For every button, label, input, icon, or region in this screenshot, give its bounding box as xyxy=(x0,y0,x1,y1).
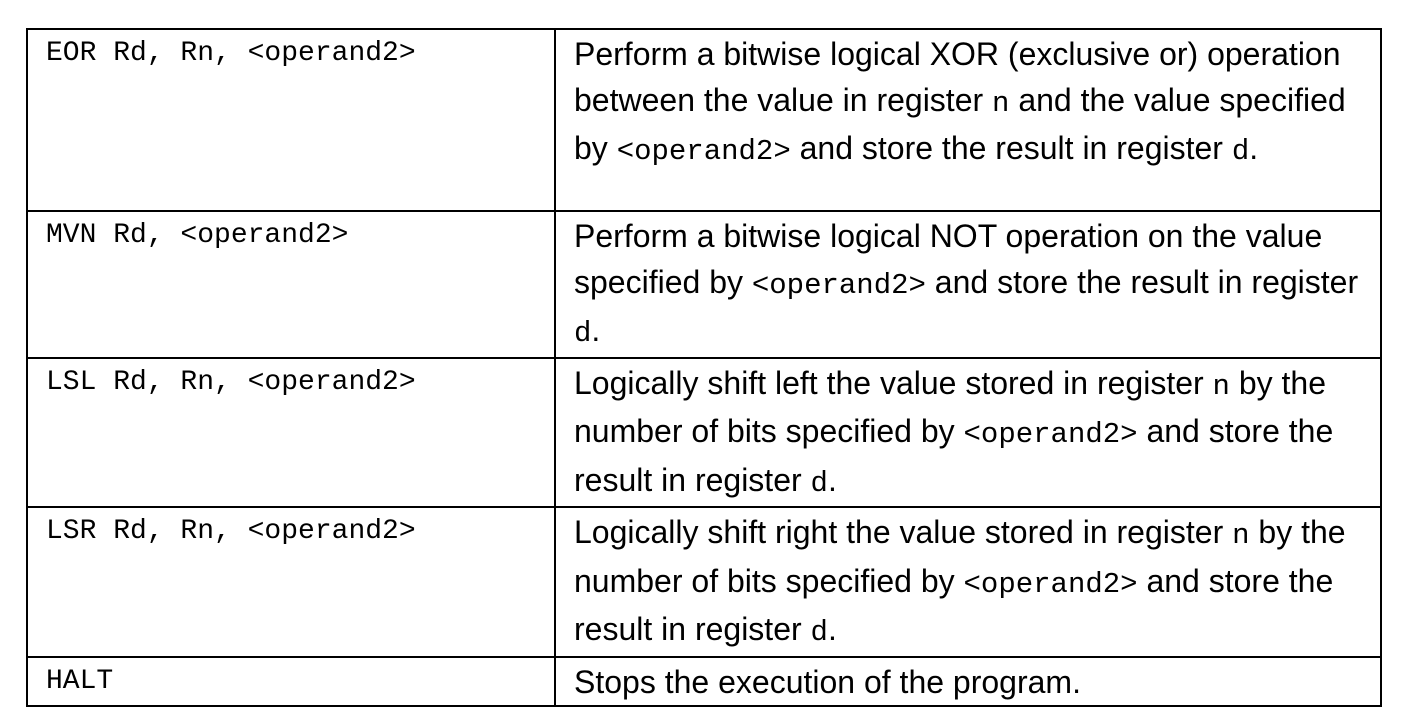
description-text: Stops the execution of the program. xyxy=(574,663,1081,700)
description-text: and store the result in register xyxy=(574,413,1334,498)
code-term: n xyxy=(992,86,1010,120)
description-text: Perform a bitwise logical XOR (exclusive… xyxy=(574,36,1341,118)
code-term: <operand2> xyxy=(963,567,1138,601)
table-row-lsl: LSL Rd, Rn, <operand2> Logically shift l… xyxy=(26,356,1382,508)
table-row-halt: HALT Stops the execution of the program. xyxy=(26,655,1382,707)
instruction-syntax: EOR Rd, Rn, <operand2> xyxy=(26,28,556,212)
code-term: <operand2> xyxy=(751,268,926,302)
description-text: Perform a bitwise logical NOT operation … xyxy=(574,218,1323,300)
code-term: d xyxy=(1231,135,1250,168)
instruction-syntax: LSL Rd, Rn, <operand2> xyxy=(26,356,556,508)
instruction-description: Perform a bitwise logical NOT operation … xyxy=(554,210,1382,359)
instruction-syntax: MVN Rd, <operand2> xyxy=(26,210,556,359)
instruction-syntax: LSR Rd, Rn, <operand2> xyxy=(26,506,556,658)
code-term: n xyxy=(1232,519,1250,552)
description-text: Logically shift right the value stored i… xyxy=(574,514,1233,550)
description-text: . xyxy=(1249,130,1259,166)
instruction-description: Logically shift left the value stored in… xyxy=(554,356,1382,508)
description-text: . xyxy=(827,461,837,498)
description-text: Logically shift left the value stored in… xyxy=(574,364,1213,401)
description-text: and store the result in register xyxy=(574,562,1334,648)
instruction-description: Logically shift right the value stored i… xyxy=(554,506,1382,658)
description-text: and store the result in register xyxy=(790,130,1232,166)
instruction-table: EOR Rd, Rn, <operand2> Perform a bitwise… xyxy=(26,28,1382,707)
code-term: d xyxy=(574,317,592,350)
instruction-description: Stops the execution of the program. xyxy=(554,655,1382,707)
table-row-lsr: LSR Rd, Rn, <operand2> Logically shift r… xyxy=(26,506,1382,658)
code-term: n xyxy=(1212,369,1230,403)
instruction-syntax: HALT xyxy=(26,655,556,707)
description-text: and the value specified by xyxy=(574,81,1346,167)
table-row-mvn: MVN Rd, <operand2> Perform a bitwise log… xyxy=(26,210,1382,359)
description-text: by the number of bits specified by xyxy=(574,364,1327,450)
instruction-description: Perform a bitwise logical XOR (exclusive… xyxy=(554,28,1382,212)
code-term: <operand2> xyxy=(963,418,1138,451)
description-text: . xyxy=(827,611,837,647)
description-text: . xyxy=(591,312,601,348)
table-row-eor: EOR Rd, Rn, <operand2> Perform a bitwise… xyxy=(26,28,1382,212)
code-term: <operand2> xyxy=(616,135,791,168)
code-term: d xyxy=(810,616,828,649)
description-text: and store the result in register xyxy=(925,263,1359,300)
code-term: d xyxy=(810,466,828,500)
description-text: by the number of bits specified by xyxy=(574,514,1346,599)
